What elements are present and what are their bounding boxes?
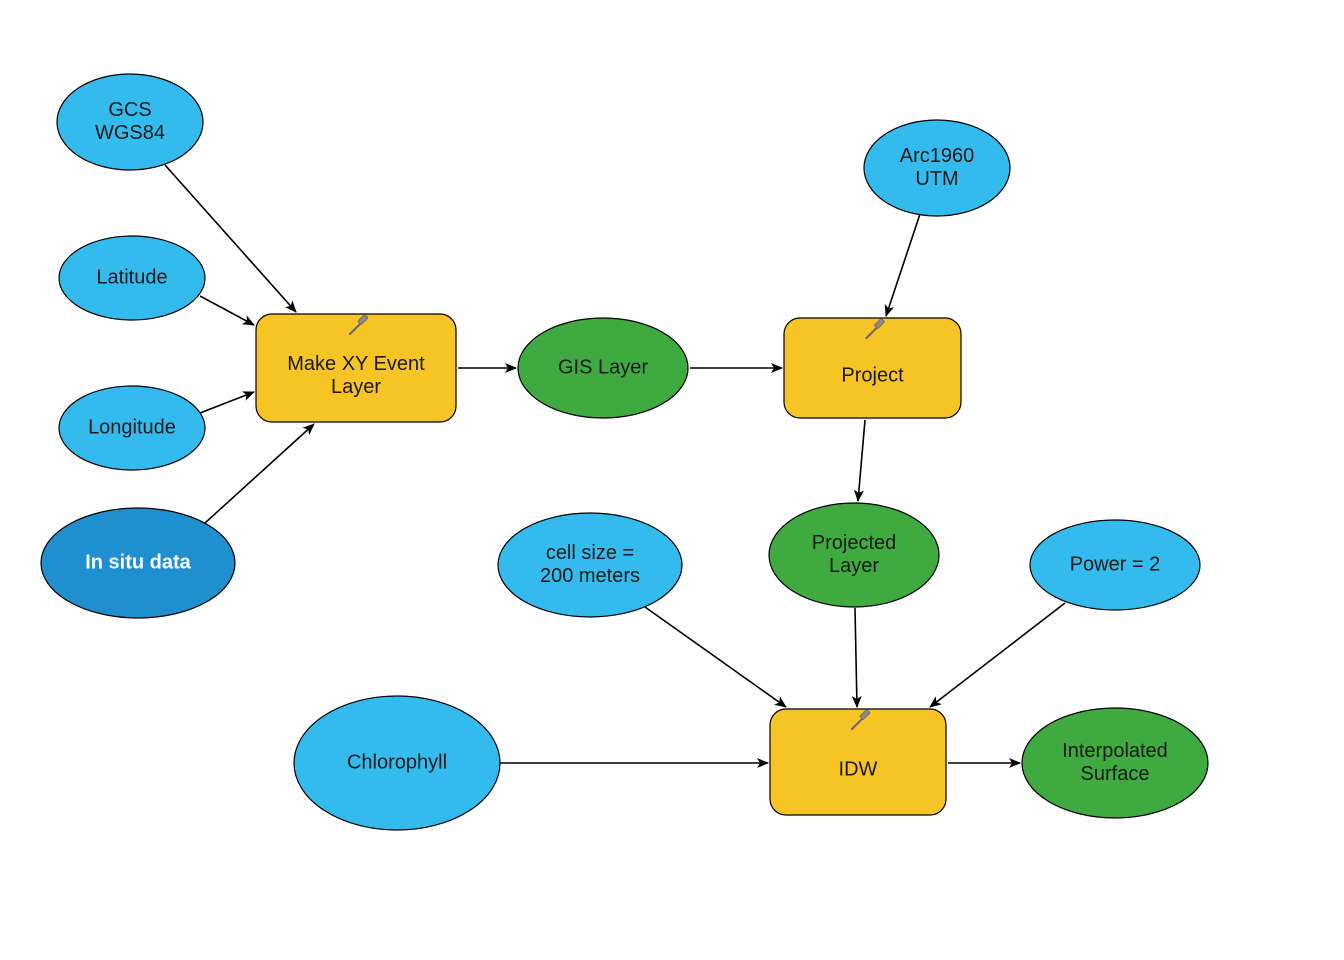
node-label: Project: [841, 364, 904, 386]
node-gcs: GCSWGS84: [57, 74, 203, 170]
node-cellsize: cell size =200 meters: [498, 513, 682, 617]
node-label: cell size =: [546, 542, 634, 564]
node-label: 200 meters: [540, 565, 640, 587]
node-label: Surface: [1081, 763, 1150, 785]
edge-power-to-idw: [930, 603, 1065, 707]
node-label: Layer: [331, 376, 381, 398]
node-label: Interpolated: [1062, 740, 1168, 762]
node-gislayer: GIS Layer: [518, 318, 688, 418]
edge-project-to-projlayer: [858, 420, 865, 501]
node-label: GCS: [108, 99, 151, 121]
node-label: Chlorophyll: [347, 751, 447, 773]
node-idw: IDW: [770, 709, 946, 815]
node-label: WGS84: [95, 122, 165, 144]
edge-latitude-to-makexy: [200, 296, 254, 325]
edge-projlayer-to-idw: [855, 608, 857, 707]
edge-cellsize-to-idw: [645, 607, 786, 707]
node-arc1960: Arc1960UTM: [864, 120, 1010, 216]
node-makexy: Make XY EventLayer: [256, 314, 456, 422]
edge-arc1960-to-project: [886, 214, 920, 316]
edge-insitu-to-makexy: [205, 424, 314, 523]
node-label: GIS Layer: [558, 356, 648, 378]
node-label: IDW: [839, 758, 878, 780]
node-latitude: Latitude: [59, 236, 205, 320]
node-insitu: In situ data: [41, 508, 235, 618]
node-label: Make XY Event: [287, 353, 425, 375]
node-label: Layer: [829, 555, 879, 577]
flowchart-diagram: GCSWGS84 Latitude Longitude In situ data Mak…: [0, 0, 1344, 960]
node-interp: InterpolatedSurface: [1022, 708, 1208, 818]
node-chloro: Chlorophyll: [294, 696, 500, 830]
node-label: Longitude: [88, 416, 176, 438]
edge-longitude-to-makexy: [200, 392, 254, 413]
node-longitude: Longitude: [59, 386, 205, 470]
node-label: Arc1960: [900, 145, 975, 167]
node-label: Projected: [812, 532, 897, 554]
node-label: Power = 2: [1070, 553, 1161, 575]
node-label: Latitude: [96, 266, 167, 288]
node-project: Project: [784, 318, 961, 418]
node-projlayer: ProjectedLayer: [769, 503, 939, 607]
node-power: Power = 2: [1030, 520, 1200, 610]
node-label: In situ data: [85, 551, 191, 573]
node-label: UTM: [915, 168, 958, 190]
